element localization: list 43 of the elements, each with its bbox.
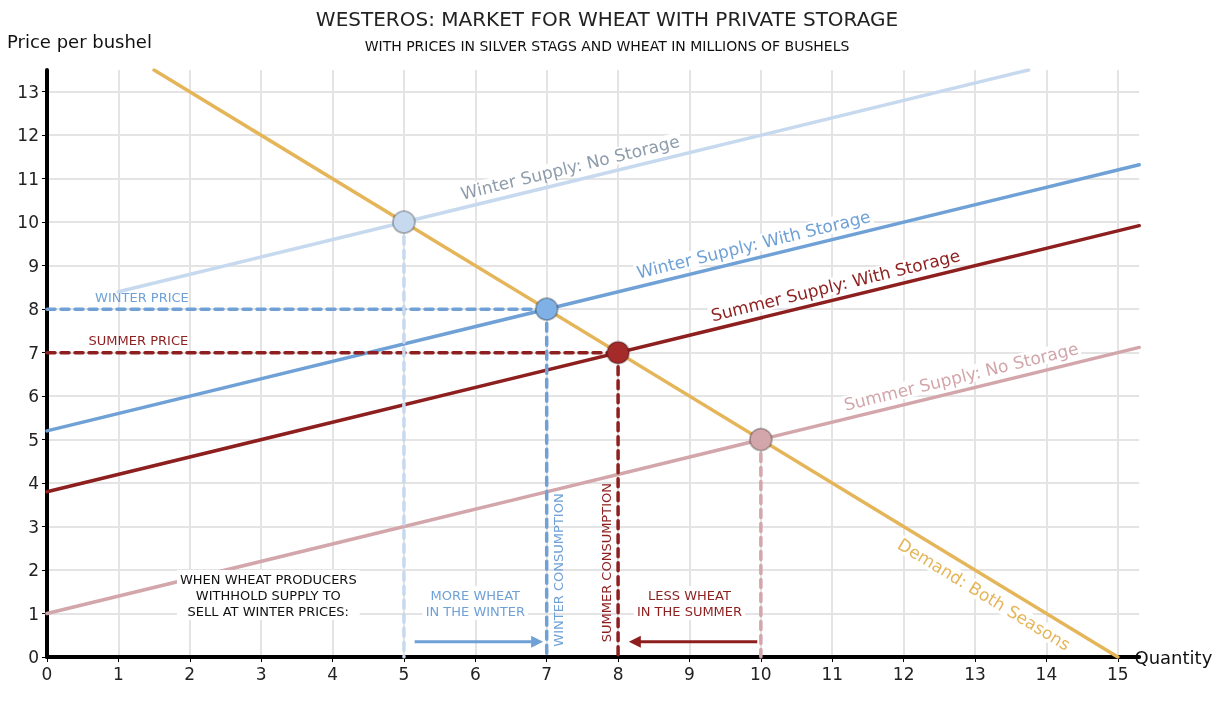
text: Winter Supply: No Storage [458, 130, 682, 204]
x-tick-label: 6 [469, 663, 481, 684]
y-tick-label: 13 [17, 81, 39, 102]
y-tick-label: 7 [28, 342, 39, 363]
text: WINTER CONSUMPTION [551, 493, 567, 647]
x-tick-label: 0 [41, 663, 53, 684]
y-tick-label: 8 [28, 299, 39, 320]
y-tick-label: 3 [28, 516, 39, 537]
y-tick-label: 1 [28, 603, 39, 624]
y-tick-label: 5 [28, 429, 39, 450]
annotation: MORE WHEAT IN THE WINTER [425, 587, 525, 619]
series-label: WINTER PRICE [95, 289, 189, 305]
y-tick-label: 2 [28, 560, 39, 581]
x-axis-title: Quantity [1134, 646, 1213, 668]
x-tick-label: 15 [1106, 663, 1129, 684]
y-tick-label: 10 [17, 212, 39, 233]
x-tick-label: 1 [112, 663, 124, 684]
text: Summer Supply: No Storage [841, 338, 1081, 415]
text: SUMMER CONSUMPTION [598, 483, 614, 643]
y-axis-title: Price per bushel [7, 30, 152, 52]
x-tick-label: 11 [821, 663, 844, 684]
x-tick-label: 10 [750, 663, 772, 684]
y-tick-label: 11 [17, 168, 39, 189]
annotation: WHEN WHEAT PRODUCERS WITHHOLD SUPPLY TO SELL AT WINTER PRICES: [179, 571, 357, 619]
y-tick-label: 0 [28, 647, 39, 667]
chart-title: WESTEROS: MARKET FOR WHEAT WITH PRIVATE STORAGE [315, 7, 899, 31]
y-tick-label: 4 [28, 473, 39, 494]
x-tick-label: 9 [684, 663, 695, 684]
x-tick-label: 8 [612, 663, 624, 684]
chart-subtitle: WITH PRICES IN SILVER STAGS AND WHEAT IN MILLIONS OF BUSHELS [364, 38, 850, 54]
x-tick-label: 7 [541, 663, 553, 684]
x-tick-label: 14 [1035, 663, 1058, 684]
series-label: SUMMER PRICE [88, 333, 189, 349]
y-tick-label: 12 [17, 125, 39, 146]
annotation: LESS WHEAT IN THE SUMMER [636, 587, 743, 619]
x-tick-label: 2 [184, 663, 196, 684]
x-tick-label: 3 [255, 663, 267, 684]
x-tick-label: 4 [327, 663, 338, 684]
x-tick-label: 13 [964, 663, 986, 684]
y-tick-label: 9 [28, 255, 39, 276]
x-tick-label: 5 [398, 663, 410, 684]
y-tick-label: 6 [28, 386, 39, 407]
x-tick-label: 12 [892, 663, 915, 684]
